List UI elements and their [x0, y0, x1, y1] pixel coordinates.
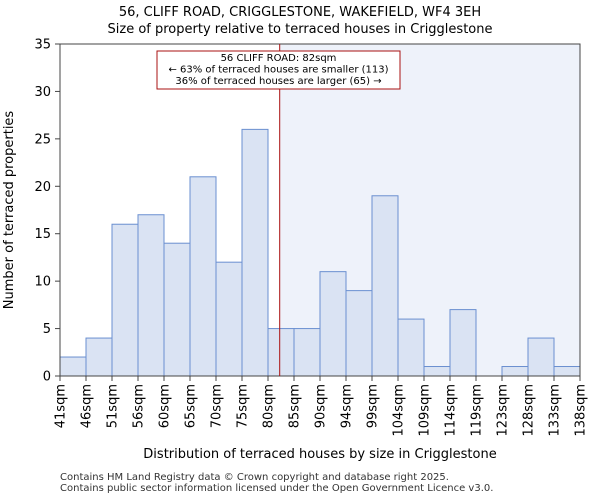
bar-70sqm [215, 261, 243, 377]
y-tick-label: 30 [34, 85, 51, 100]
bar-56sqm [137, 214, 165, 377]
annotation-line-2: ← 63% of terraced houses are smaller (11… [168, 65, 388, 76]
x-tick-label: 133sqm [548, 384, 563, 437]
annotation-line-1: 56 CLIFF ROAD: 82sqm [221, 53, 337, 64]
x-tick-label: 94sqm [340, 384, 355, 428]
x-tick-label: 56sqm [132, 384, 147, 428]
bar-chart: 0 5 10 15 20 25 30 35 41sqm 46sqm 51sqm 56sqm 60sqm 6… [2, 38, 589, 463]
bar-109sqm [423, 366, 451, 377]
x-tick-label: 80sqm [262, 384, 277, 428]
x-tick-label: 90sqm [314, 384, 329, 428]
annotation-frame [156, 50, 401, 90]
y-tick-label: 10 [34, 275, 51, 290]
bar-128sqm [527, 337, 555, 377]
x-tick-label: 46sqm [80, 384, 95, 428]
annotation-line-3: 36% of terraced houses are larger (65) → [175, 76, 381, 87]
x-tick-label: 109sqm [418, 384, 433, 437]
y-tick-label: 0 [43, 370, 51, 385]
x-tick-label: 85sqm [288, 384, 303, 428]
x-tick-label: 60sqm [158, 384, 173, 428]
chart-title-block: 56, CLIFF ROAD, CRIGGLESTONE, WAKEFIELD,… [0, 4, 600, 38]
x-tick-label: 119sqm [470, 384, 485, 437]
bar-85sqm [293, 328, 321, 377]
x-tick-label: 51sqm [106, 384, 121, 428]
x-tick-label: 114sqm [444, 384, 459, 437]
bar-41sqm [59, 356, 87, 377]
bar-60sqm [163, 242, 191, 377]
bar-114sqm [449, 309, 477, 377]
bars-layer [59, 128, 581, 377]
bar-133sqm [553, 366, 581, 377]
y-tick-label: 15 [34, 227, 51, 242]
x-tick-label: 41sqm [54, 384, 69, 428]
axes-layer: 0 5 10 15 20 25 30 35 41sqm 46sqm 51sqm 56sqm 60sqm 6… [34, 38, 588, 437]
y-tick-label: 25 [34, 132, 51, 147]
bar-90sqm [319, 271, 347, 377]
bar-123sqm [501, 366, 529, 377]
y-tick-label: 20 [34, 180, 51, 195]
x-tick-label: 65sqm [184, 384, 199, 428]
bar-99sqm [371, 195, 399, 377]
x-tick-label: 104sqm [392, 384, 407, 437]
x-axis-label: Distribution of terraced houses by size … [143, 447, 496, 462]
chart-subtitle: Size of property relative to terraced ho… [107, 22, 493, 37]
bar-80sqm [267, 328, 295, 377]
y-axis-label: Number of terraced properties [2, 111, 17, 310]
annotation-box: 56 CLIFF ROAD: 82sqm ← 63% of terraced h… [156, 50, 401, 90]
bar-104sqm [397, 318, 425, 377]
footer-line-2: Contains public sector information licen… [60, 483, 494, 494]
x-tick-label: 123sqm [496, 384, 511, 437]
x-tick-label: 70sqm [210, 384, 225, 428]
x-tick-label: 138sqm [574, 384, 589, 437]
bar-65sqm [189, 176, 217, 377]
bar-94sqm [345, 290, 373, 377]
x-tick-label: 128sqm [522, 384, 537, 437]
x-tick-label: 75sqm [236, 384, 251, 428]
bar-46sqm [85, 337, 113, 377]
chart-title: 56, CLIFF ROAD, CRIGGLESTONE, WAKEFIELD,… [118, 5, 482, 20]
y-tick-label: 35 [34, 38, 51, 53]
bar-75sqm [241, 128, 269, 377]
x-tick-label: 99sqm [366, 384, 381, 428]
y-tick-label: 5 [43, 322, 51, 337]
footer-attribution: Contains HM Land Registry data © Crown c… [60, 472, 493, 494]
bar-51sqm [111, 223, 139, 377]
footer-line-1: Contains HM Land Registry data © Crown c… [60, 472, 449, 483]
